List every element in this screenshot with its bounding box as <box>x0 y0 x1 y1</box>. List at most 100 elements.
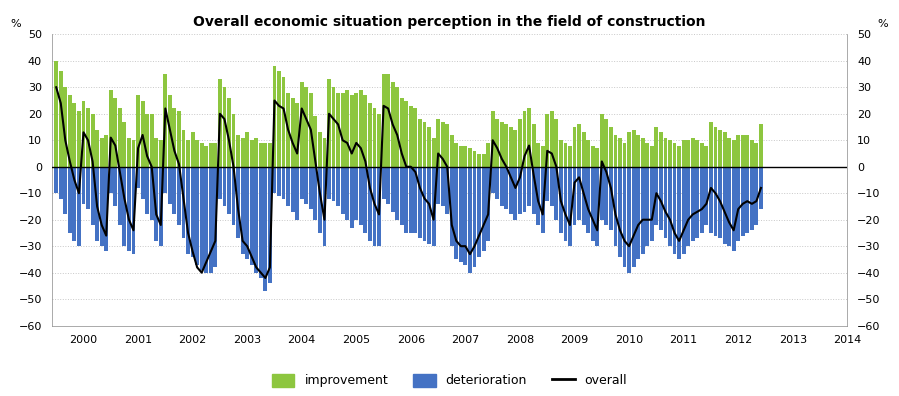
Bar <box>299 82 304 167</box>
Bar <box>495 167 499 198</box>
Bar <box>140 167 145 198</box>
Bar <box>327 79 331 167</box>
Bar <box>559 167 563 233</box>
Bar <box>518 167 522 214</box>
Bar <box>68 95 72 167</box>
Bar <box>314 167 317 220</box>
Bar <box>477 167 481 257</box>
Bar <box>286 93 290 167</box>
Bar <box>500 167 503 206</box>
Bar <box>754 143 759 167</box>
Bar <box>263 167 267 291</box>
Bar <box>718 129 722 167</box>
Bar <box>250 167 254 265</box>
Bar <box>600 167 604 220</box>
Bar <box>686 167 690 246</box>
Bar <box>705 146 708 167</box>
Bar <box>323 138 326 167</box>
Bar <box>136 95 140 167</box>
Bar <box>177 111 181 167</box>
Bar <box>104 167 108 251</box>
Bar <box>146 167 149 214</box>
Bar <box>714 167 717 236</box>
Bar <box>504 124 508 167</box>
Bar <box>391 167 395 212</box>
Bar <box>245 167 249 259</box>
Bar <box>299 167 304 198</box>
Bar <box>513 129 517 167</box>
Bar <box>332 87 335 167</box>
Bar <box>564 167 567 241</box>
Bar <box>736 135 740 167</box>
Bar <box>645 143 649 167</box>
Bar <box>350 167 353 228</box>
Text: %: % <box>11 19 22 29</box>
Bar <box>727 138 731 167</box>
Bar <box>168 95 172 167</box>
Bar <box>236 167 240 238</box>
Bar <box>227 167 231 214</box>
Bar <box>681 140 686 167</box>
Bar <box>281 167 286 198</box>
Bar <box>218 79 222 167</box>
Bar <box>677 167 681 259</box>
Bar <box>690 167 695 241</box>
Bar <box>377 167 381 246</box>
Bar <box>458 167 463 262</box>
Bar <box>591 167 594 241</box>
Bar <box>619 138 622 167</box>
Bar <box>305 87 308 167</box>
Bar <box>250 140 254 167</box>
Bar <box>414 167 417 233</box>
Bar <box>586 140 590 167</box>
Bar <box>546 114 549 167</box>
Bar <box>732 140 735 167</box>
Bar <box>473 167 476 267</box>
Bar <box>104 135 108 167</box>
Bar <box>223 167 227 206</box>
Bar <box>541 146 545 167</box>
Bar <box>486 143 490 167</box>
Bar <box>396 167 399 220</box>
Bar <box>336 93 340 167</box>
Bar <box>636 135 640 167</box>
Bar <box>354 167 358 220</box>
Bar <box>577 167 581 220</box>
Bar <box>400 98 404 167</box>
Bar <box>536 143 540 167</box>
Bar <box>531 124 536 167</box>
Bar <box>700 167 704 233</box>
Bar <box>582 167 585 225</box>
Bar <box>672 143 676 167</box>
Bar <box>595 148 600 167</box>
Bar <box>186 167 190 254</box>
Bar <box>86 109 90 167</box>
Bar <box>650 146 654 167</box>
Bar <box>445 167 450 214</box>
Bar <box>568 146 572 167</box>
Bar <box>290 167 295 212</box>
Bar <box>681 167 686 254</box>
Bar <box>477 154 481 167</box>
Bar <box>405 101 408 167</box>
Bar <box>241 167 245 254</box>
Bar <box>91 114 94 167</box>
Bar <box>582 132 585 167</box>
Bar <box>204 146 209 167</box>
Bar <box>68 167 72 233</box>
Bar <box>263 143 267 167</box>
Bar <box>136 167 140 188</box>
Bar <box>473 151 476 167</box>
Bar <box>314 116 317 167</box>
Bar <box>113 167 117 206</box>
Bar <box>695 167 699 238</box>
Bar <box>173 167 176 214</box>
Bar <box>458 146 463 167</box>
Bar <box>695 140 699 167</box>
Bar <box>414 109 417 167</box>
Bar <box>309 167 313 209</box>
Bar <box>745 135 749 167</box>
Bar <box>382 74 386 167</box>
Bar <box>191 167 194 257</box>
Bar <box>82 101 85 167</box>
